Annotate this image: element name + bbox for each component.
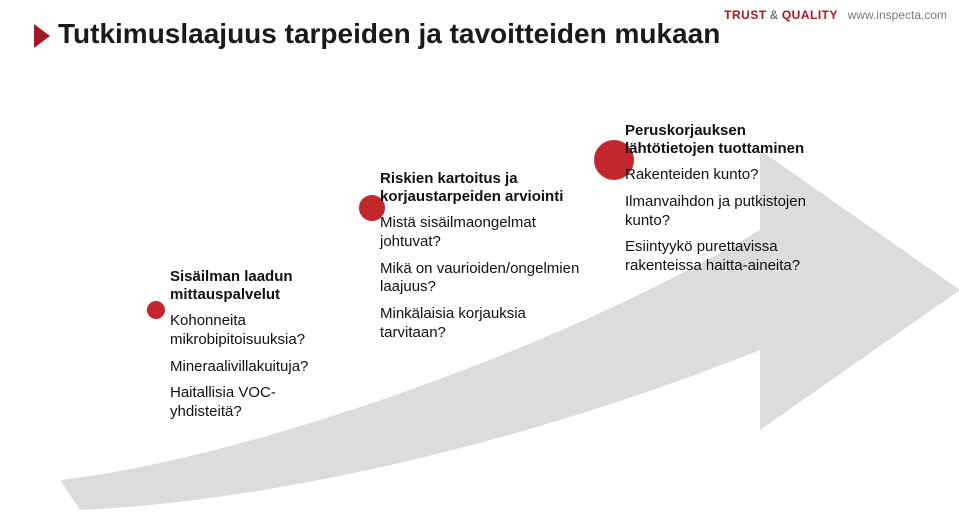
stage-1-text: Sisäilman laadun mittauspalvelut Kohonne… bbox=[170, 268, 340, 430]
stage-1-line-3: Haitallisia VOC-yhdisteitä? bbox=[170, 384, 340, 422]
stage-3-text: Peruskorjauksen lähtötietojen tuottamine… bbox=[625, 122, 825, 284]
stage-2-line-2: Mikä on vaurioiden/ongelmien laajuus? bbox=[380, 260, 580, 298]
stage-2-line-3: Minkälaisia korjauksia tarvitaan? bbox=[380, 305, 580, 343]
stage-3-line-3: Esiintyykö purettavissa rakenteissa hait… bbox=[625, 238, 825, 276]
stage-1-line-2: Mineraalivillakuituja? bbox=[170, 358, 340, 377]
slide-title-wrap: Tutkimuslaajuus tarpeiden ja tavoitteide… bbox=[34, 18, 720, 50]
stage-2-text: Riskien kartoitus ja korjaustarpeiden ar… bbox=[380, 170, 580, 351]
brand-bar: TRUST&QUALITY www.inspecta.com bbox=[724, 8, 947, 22]
stage-3-line-1: Rakenteiden kunto? bbox=[625, 166, 825, 185]
ampersand: & bbox=[767, 8, 782, 22]
trust-quality-label: TRUST&QUALITY bbox=[724, 8, 841, 22]
trust-word: TRUST bbox=[724, 8, 767, 22]
brand-url: www.inspecta.com bbox=[848, 8, 947, 22]
stage-1-heading: Sisäilman laadun mittauspalvelut bbox=[170, 268, 340, 304]
stage-2-line-1: Mistä sisäilmaongelmat johtuvat? bbox=[380, 214, 580, 252]
slide-title: Tutkimuslaajuus tarpeiden ja tavoitteide… bbox=[58, 18, 720, 50]
stage-dot-1 bbox=[144, 298, 168, 322]
stage-3-heading: Peruskorjauksen lähtötietojen tuottamine… bbox=[625, 122, 825, 158]
title-marker-icon bbox=[34, 24, 50, 48]
stage-3-line-2: Ilmanvaihdon ja putkistojen kunto? bbox=[625, 193, 825, 231]
stage-1-line-1: Kohonneita mikrobipitoisuuksia? bbox=[170, 312, 340, 350]
quality-word: QUALITY bbox=[782, 8, 838, 22]
stage-2-heading: Riskien kartoitus ja korjaustarpeiden ar… bbox=[380, 170, 580, 206]
